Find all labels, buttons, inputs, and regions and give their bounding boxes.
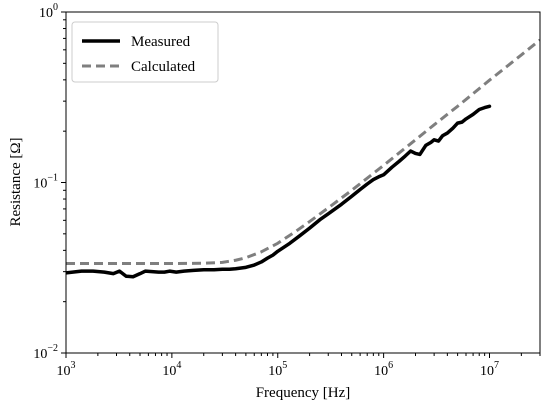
series-line-measured xyxy=(66,104,492,279)
x-tick-exponent: 3 xyxy=(71,360,76,371)
y-tick-base: 10 xyxy=(33,177,47,192)
y-axis-label: Resistance [Ω] xyxy=(8,137,24,226)
x-tick-base: 10 xyxy=(480,364,494,379)
y-tick-exponent: 0 xyxy=(53,2,58,13)
x-tick-exponent: 6 xyxy=(388,360,393,371)
legend-box xyxy=(71,21,219,83)
y-tick-base: 10 xyxy=(39,6,53,21)
x-tick-label: 103 xyxy=(57,360,76,379)
x-tick-base: 10 xyxy=(162,364,176,379)
x-axis-label: Frequency [Hz] xyxy=(256,385,351,401)
x-tick-label: 106 xyxy=(374,360,393,379)
series-layer xyxy=(66,38,540,279)
legend-calculated-label: Calculated xyxy=(131,59,196,75)
x-tick-base: 10 xyxy=(374,364,388,379)
x-tick-exponent: 5 xyxy=(282,360,287,371)
y-tick-exponent: −2 xyxy=(47,343,58,354)
x-tick-base: 10 xyxy=(268,364,282,379)
x-tick-base: 10 xyxy=(57,364,71,379)
x-tick-label: 105 xyxy=(268,360,287,379)
legend: Measured Calculated xyxy=(71,21,219,83)
series-line-calculated xyxy=(66,38,540,265)
y-tick-label: 10−1 xyxy=(33,173,58,192)
x-tick-label: 107 xyxy=(480,360,499,379)
y-tick-label: 10−2 xyxy=(33,343,58,362)
x-axis-ticks: 103 104 105 106 107 xyxy=(57,353,541,379)
legend-measured-label: Measured xyxy=(131,34,191,50)
y-tick-exponent: −1 xyxy=(47,173,58,184)
y-tick-label: 100 xyxy=(39,2,58,21)
x-tick-exponent: 7 xyxy=(494,360,499,371)
x-tick-exponent: 4 xyxy=(176,360,181,371)
x-tick-label: 104 xyxy=(162,360,181,379)
y-tick-base: 10 xyxy=(33,347,47,362)
